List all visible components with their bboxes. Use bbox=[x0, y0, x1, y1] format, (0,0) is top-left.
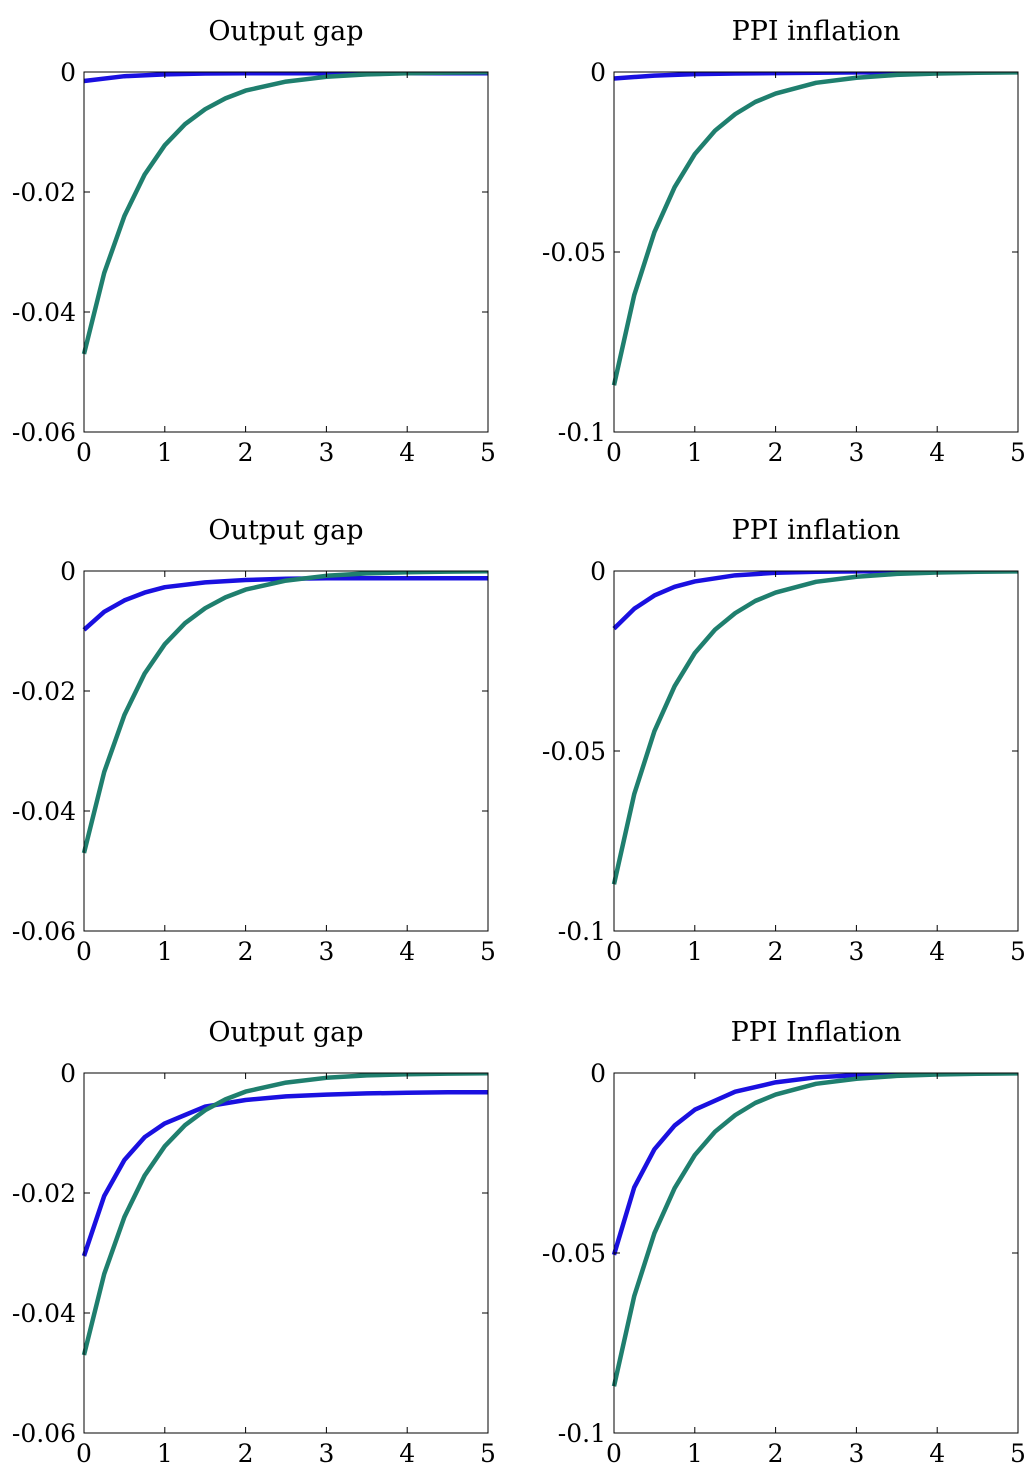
x-tick-label: 4 bbox=[399, 937, 415, 966]
x-tick-label: 5 bbox=[480, 1439, 496, 1464]
x-tick-label: 0 bbox=[76, 1439, 92, 1464]
x-tick-label: 5 bbox=[1010, 937, 1026, 966]
x-tick-label: 5 bbox=[1010, 438, 1026, 467]
x-tick-label: 3 bbox=[318, 438, 334, 467]
x-tick-label: 2 bbox=[238, 937, 254, 966]
plot-frame bbox=[83, 71, 489, 433]
y-tick-label: -0.06 bbox=[12, 418, 76, 447]
y-tick-label: 0 bbox=[590, 58, 606, 87]
series-line bbox=[81, 72, 489, 355]
series-line bbox=[613, 72, 1018, 81]
y-tick-label: 0 bbox=[60, 1059, 76, 1088]
x-tick-label: 4 bbox=[929, 937, 945, 966]
x-tick-label: 5 bbox=[480, 438, 496, 467]
y-tick-label: 0 bbox=[590, 557, 606, 586]
x-tick-label: 3 bbox=[848, 1439, 864, 1464]
series-line bbox=[82, 575, 488, 632]
chart-title: PPI inflation bbox=[732, 16, 901, 47]
chart-title: Output gap bbox=[208, 16, 363, 47]
x-tick-label: 5 bbox=[480, 937, 496, 966]
x-tick-label: 3 bbox=[848, 438, 864, 467]
chart-title: PPI Inflation bbox=[731, 1017, 902, 1048]
plot-frame bbox=[83, 1072, 489, 1434]
plot-frame bbox=[613, 570, 1019, 932]
y-tick-label: -0.02 bbox=[12, 178, 76, 207]
y-tick-label: 0 bbox=[590, 1059, 606, 1088]
x-tick-label: 3 bbox=[848, 937, 864, 966]
y-tick-label: -0.04 bbox=[12, 797, 76, 826]
x-tick-label: 3 bbox=[318, 1439, 334, 1464]
x-tick-label: 0 bbox=[606, 1439, 622, 1464]
x-tick-label: 0 bbox=[76, 438, 92, 467]
series-line bbox=[611, 1073, 1019, 1387]
y-tick-label: -0.06 bbox=[12, 917, 76, 946]
x-tick-label: 0 bbox=[606, 937, 622, 966]
y-tick-label: -0.05 bbox=[542, 737, 606, 766]
x-tick-label: 1 bbox=[157, 438, 173, 467]
chart-panel: PPI Inflation 0 1 2 3 4 5 0 -0.05 -0.1 bbox=[542, 1017, 1026, 1464]
x-tick-label: 4 bbox=[929, 1439, 945, 1464]
x-tick-label: 1 bbox=[157, 1439, 173, 1464]
y-tick-label: 0 bbox=[60, 557, 76, 586]
chart-panel: PPI inflation 0 1 2 3 4 5 0 -0.05 -0.1 bbox=[542, 16, 1026, 467]
chart-panel: PPI inflation 0 1 2 3 4 5 0 -0.05 -0.1 bbox=[542, 515, 1026, 966]
y-tick-label: -0.06 bbox=[12, 1419, 76, 1448]
y-tick-label: -0.05 bbox=[542, 1239, 606, 1268]
x-tick-label: 2 bbox=[768, 937, 784, 966]
plot-frame bbox=[613, 71, 1019, 433]
x-tick-label: 1 bbox=[687, 438, 703, 467]
y-tick-label: -0.02 bbox=[12, 677, 76, 706]
y-tick-label: -0.04 bbox=[12, 1299, 76, 1328]
series-line bbox=[611, 571, 1019, 885]
chart-title: Output gap bbox=[208, 515, 363, 546]
x-tick-label: 2 bbox=[238, 1439, 254, 1464]
x-tick-label: 1 bbox=[687, 937, 703, 966]
chart-panel: Output gap 0 1 2 3 4 5 0 -0.02 -0.04 -0.06 bbox=[12, 16, 496, 467]
x-tick-label: 2 bbox=[768, 438, 784, 467]
y-tick-label: -0.1 bbox=[558, 418, 606, 447]
x-tick-label: 5 bbox=[1010, 1439, 1026, 1464]
y-tick-label: -0.1 bbox=[558, 917, 606, 946]
x-tick-label: 2 bbox=[238, 438, 254, 467]
chart-panel: Output gap 0 1 2 3 4 5 0 -0.02 -0.04 -0.06 bbox=[12, 1017, 496, 1464]
series-line bbox=[611, 1073, 1018, 1256]
y-tick-label: -0.04 bbox=[12, 298, 76, 327]
series-line bbox=[81, 1089, 488, 1257]
chart-title: PPI inflation bbox=[732, 515, 901, 546]
x-tick-label: 2 bbox=[768, 1439, 784, 1464]
x-tick-label: 4 bbox=[399, 1439, 415, 1464]
x-tick-label: 3 bbox=[318, 937, 334, 966]
x-tick-label: 0 bbox=[76, 937, 92, 966]
y-tick-label: -0.02 bbox=[12, 1179, 76, 1208]
x-tick-label: 4 bbox=[399, 438, 415, 467]
plot-frame bbox=[83, 570, 489, 932]
y-tick-label: 0 bbox=[60, 58, 76, 87]
chart-title: Output gap bbox=[208, 1017, 363, 1048]
series-line bbox=[81, 1073, 489, 1356]
series-line bbox=[611, 72, 1019, 386]
x-tick-label: 1 bbox=[687, 1439, 703, 1464]
chart-panel: Output gap 0 1 2 3 4 5 0 -0.02 -0.04 -0.06 bbox=[12, 515, 496, 966]
series-line bbox=[81, 571, 489, 854]
x-tick-label: 0 bbox=[606, 438, 622, 467]
x-tick-label: 4 bbox=[929, 438, 945, 467]
y-tick-label: -0.05 bbox=[542, 238, 606, 267]
y-tick-label: -0.1 bbox=[558, 1419, 606, 1448]
x-tick-label: 1 bbox=[157, 937, 173, 966]
